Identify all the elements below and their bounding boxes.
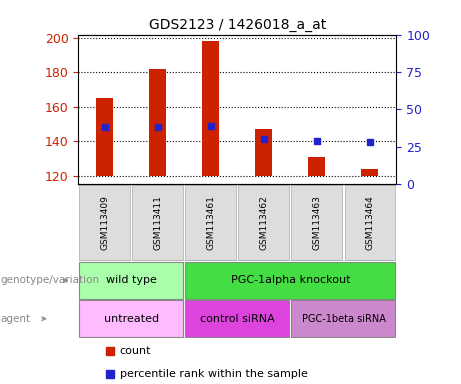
- FancyBboxPatch shape: [291, 185, 343, 260]
- Bar: [149, 69, 166, 176]
- Bar: [308, 157, 325, 176]
- Text: count: count: [120, 346, 151, 356]
- Text: GSM113463: GSM113463: [313, 195, 321, 250]
- FancyBboxPatch shape: [79, 185, 130, 260]
- FancyBboxPatch shape: [79, 300, 183, 337]
- Bar: [361, 169, 378, 176]
- FancyBboxPatch shape: [132, 185, 183, 260]
- Text: PGC-1beta siRNA: PGC-1beta siRNA: [301, 314, 385, 324]
- Bar: [202, 41, 219, 176]
- Text: untreated: untreated: [104, 314, 159, 324]
- Text: wild type: wild type: [106, 275, 157, 285]
- FancyBboxPatch shape: [238, 185, 290, 260]
- Text: control siRNA: control siRNA: [200, 314, 275, 324]
- Title: GDS2123 / 1426018_a_at: GDS2123 / 1426018_a_at: [149, 18, 326, 32]
- Text: GSM113461: GSM113461: [207, 195, 215, 250]
- Text: percentile rank within the sample: percentile rank within the sample: [120, 369, 307, 379]
- FancyBboxPatch shape: [185, 262, 396, 299]
- Bar: [96, 98, 113, 176]
- Text: GSM113409: GSM113409: [100, 195, 109, 250]
- FancyBboxPatch shape: [79, 262, 183, 299]
- Text: genotype/variation: genotype/variation: [0, 275, 100, 285]
- FancyBboxPatch shape: [185, 300, 290, 337]
- Text: GSM113411: GSM113411: [154, 195, 162, 250]
- Text: GSM113462: GSM113462: [260, 195, 268, 250]
- FancyBboxPatch shape: [344, 185, 396, 260]
- FancyBboxPatch shape: [185, 185, 236, 260]
- Text: GSM113464: GSM113464: [366, 195, 374, 250]
- FancyBboxPatch shape: [291, 300, 396, 337]
- Text: agent: agent: [0, 314, 30, 324]
- Bar: [255, 129, 272, 176]
- Text: PGC-1alpha knockout: PGC-1alpha knockout: [230, 275, 350, 285]
